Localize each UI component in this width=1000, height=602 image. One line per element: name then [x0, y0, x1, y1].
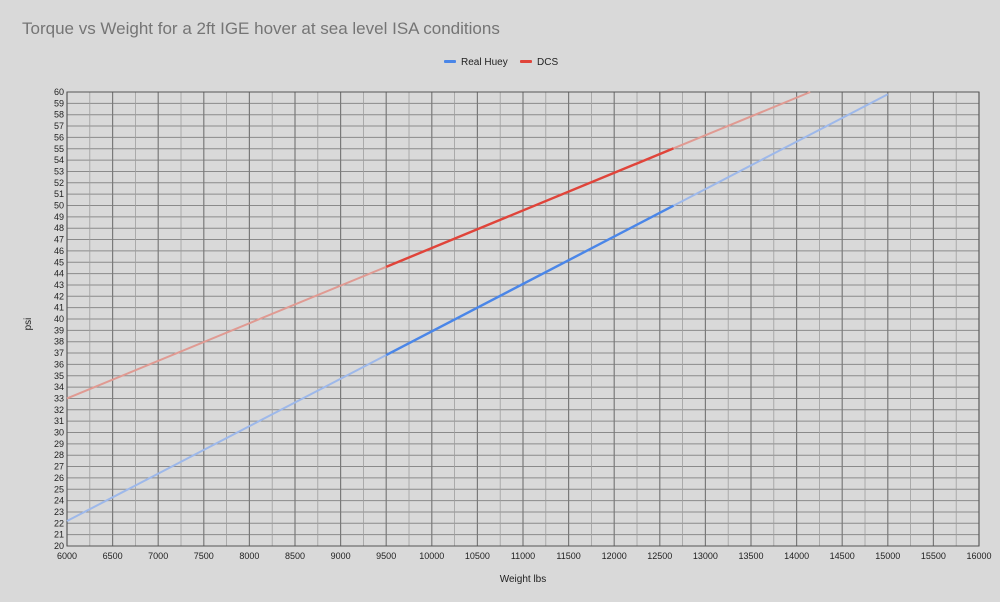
legend-label-dcs: DCS: [537, 57, 558, 68]
y-tick-label: 21: [54, 530, 64, 540]
legend-swatch-real-huey: [444, 60, 456, 63]
y-tick-label: 32: [54, 405, 64, 415]
y-tick-label: 55: [54, 144, 64, 154]
y-tick-label: 40: [54, 314, 64, 324]
x-tick-label: 8000: [239, 551, 259, 561]
y-tick-label: 41: [54, 303, 64, 313]
y-tick-label: 54: [54, 155, 64, 165]
x-tick-label: 14500: [830, 551, 855, 561]
series-line-real-huey-highlight: [385, 204, 675, 357]
x-tick-label: 8500: [285, 551, 305, 561]
x-tick-label: 15500: [921, 551, 946, 561]
y-tick-label: 42: [54, 291, 64, 301]
y-tick-label: 20: [54, 541, 64, 551]
series-lines: [66, 91, 889, 522]
y-tick-label: 33: [54, 393, 64, 403]
y-tick-label: 28: [54, 450, 64, 460]
x-tick-label: 11500: [556, 551, 580, 561]
y-tick-label: 59: [54, 98, 64, 108]
y-tick-label: 29: [54, 439, 64, 449]
y-tick-label: 45: [54, 257, 64, 267]
y-tick-label: 25: [54, 484, 64, 494]
y-tick-label: 51: [54, 189, 64, 199]
x-tick-label: 11000: [511, 551, 535, 561]
plot-border: [66, 91, 980, 547]
series-line-dcs-highlight: [385, 147, 674, 268]
x-tick-label: 12500: [647, 551, 672, 561]
x-tick-label: 9000: [331, 551, 351, 561]
x-tick-label: 13500: [738, 551, 763, 561]
y-tick-label: 60: [54, 87, 64, 97]
y-tick-label: 47: [54, 235, 64, 245]
y-tick-label: 43: [54, 280, 64, 290]
y-tick-label: 24: [54, 496, 64, 506]
y-tick-label: 37: [54, 348, 64, 358]
y-tick-label: 53: [54, 166, 64, 176]
x-tick-label: 14000: [784, 551, 809, 561]
grid: [66, 91, 980, 547]
y-tick-label: 30: [54, 428, 64, 438]
x-tick-label: 9500: [376, 551, 396, 561]
y-tick-label: 58: [54, 110, 64, 120]
y-tick-label: 52: [54, 178, 64, 188]
x-tick-label: 6500: [103, 551, 123, 561]
y-tick-label: 44: [54, 269, 64, 279]
y-tick-label: 50: [54, 201, 64, 211]
y-tick-label: 26: [54, 473, 64, 483]
y-tick-label: 35: [54, 371, 64, 381]
y-tick-label: 27: [54, 462, 64, 472]
x-tick-label: 7500: [194, 551, 214, 561]
x-tick-label: 10000: [419, 551, 444, 561]
chart-title: Torque vs Weight for a 2ft IGE hover at …: [22, 19, 500, 38]
legend-label-real-huey: Real Huey: [461, 57, 508, 68]
y-tick-label: 36: [54, 359, 64, 369]
x-tick-label: 6000: [57, 551, 77, 561]
x-tick-label: 16000: [966, 551, 991, 561]
y-tick-label: 38: [54, 337, 64, 347]
x-tick-label: 12000: [602, 551, 627, 561]
x-axis-ticks: 6000 6500 7000 7500 8000 8500 9000 9500 10000 105…: [57, 551, 992, 561]
y-tick-label: 46: [54, 246, 64, 256]
y-tick-label: 34: [54, 382, 64, 392]
y-tick-label: 22: [54, 518, 64, 528]
y-tick-label: 23: [54, 507, 64, 517]
x-tick-label: 7000: [148, 551, 168, 561]
x-tick-label: 15000: [875, 551, 900, 561]
y-tick-label: 49: [54, 212, 64, 222]
x-axis-label: Weight lbs: [500, 574, 547, 585]
y-tick-label: 57: [54, 121, 64, 131]
legend: Real Huey DCS: [444, 57, 558, 68]
y-tick-label: 48: [54, 223, 64, 233]
y-tick-label: 39: [54, 325, 64, 335]
x-tick-label: 13000: [693, 551, 718, 561]
y-axis-label: psi: [23, 318, 34, 331]
y-tick-label: 31: [54, 416, 64, 426]
x-tick-label: 10500: [465, 551, 490, 561]
legend-swatch-dcs: [520, 60, 532, 63]
y-tick-label: 56: [54, 132, 64, 142]
